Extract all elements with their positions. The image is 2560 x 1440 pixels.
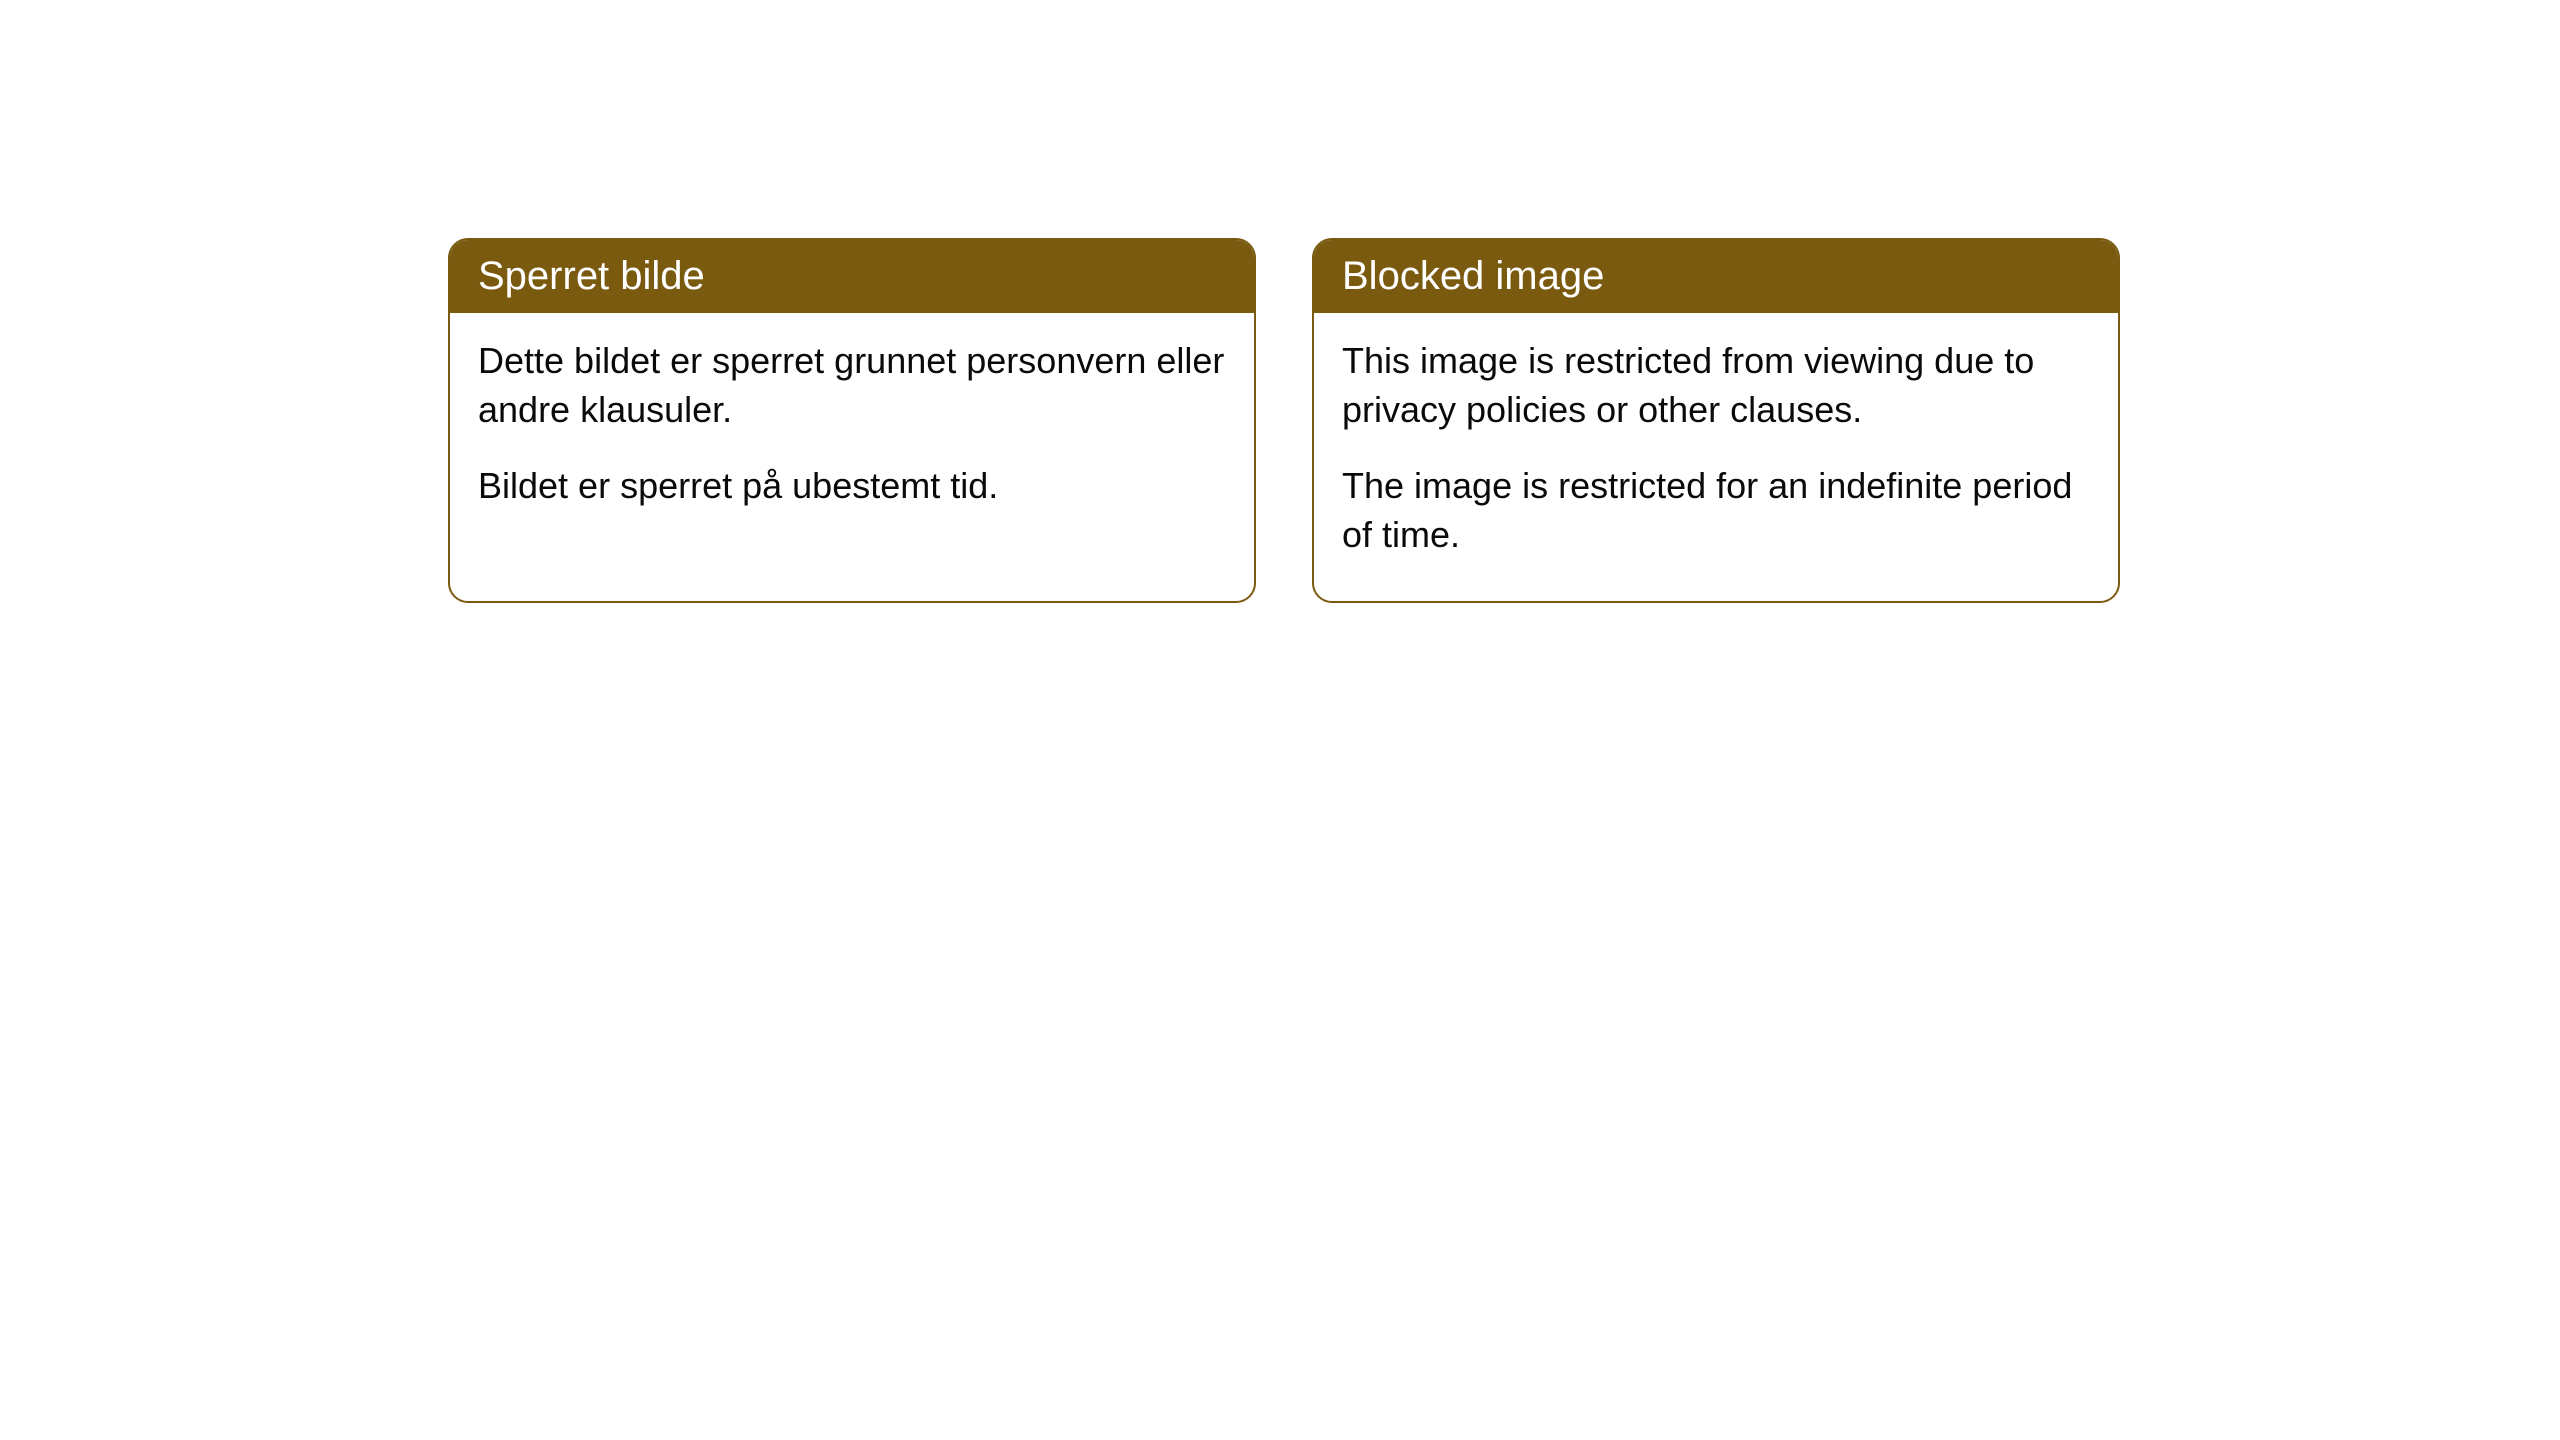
card-text-line-2: The image is restricted for an indefinit…: [1342, 462, 2090, 559]
card-title: Sperret bilde: [478, 254, 705, 298]
card-header: Sperret bilde: [450, 240, 1254, 313]
card-body: Dette bildet er sperret grunnet personve…: [450, 313, 1254, 553]
card-title: Blocked image: [1342, 254, 1604, 298]
blocked-image-card-english: Blocked image This image is restricted f…: [1312, 238, 2120, 603]
card-header: Blocked image: [1314, 240, 2118, 313]
cards-container: Sperret bilde Dette bildet er sperret gr…: [448, 238, 2120, 603]
card-text-line-1: Dette bildet er sperret grunnet personve…: [478, 337, 1226, 434]
card-text-line-1: This image is restricted from viewing du…: [1342, 337, 2090, 434]
blocked-image-card-norwegian: Sperret bilde Dette bildet er sperret gr…: [448, 238, 1256, 603]
card-body: This image is restricted from viewing du…: [1314, 313, 2118, 601]
card-text-line-2: Bildet er sperret på ubestemt tid.: [478, 462, 1226, 511]
